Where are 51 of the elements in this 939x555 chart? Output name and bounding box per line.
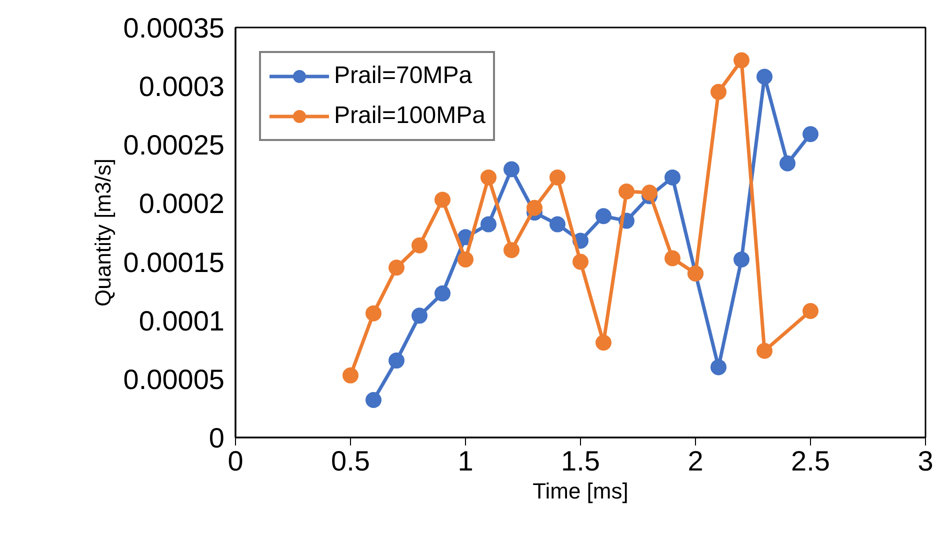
legend-label: Prail=70MPa — [334, 62, 472, 90]
point — [412, 308, 428, 324]
point — [550, 216, 566, 232]
point — [802, 126, 818, 142]
point — [734, 52, 750, 68]
point — [710, 359, 726, 376]
point — [480, 216, 496, 232]
y-axis-title: Quantity [m3/s] — [90, 158, 116, 306]
y-tick-label: 0.0002 — [138, 188, 224, 220]
y-tick-label: 0.00015 — [123, 246, 225, 278]
point — [504, 161, 520, 178]
y-tick-label: 0.0001 — [138, 305, 224, 336]
point — [480, 169, 496, 186]
point — [550, 169, 566, 186]
point — [366, 305, 382, 322]
point — [756, 342, 772, 359]
y-tick-label: 0.00025 — [123, 130, 225, 161]
point — [434, 192, 450, 208]
point — [572, 254, 588, 270]
point — [388, 352, 404, 369]
point — [710, 84, 726, 100]
point — [388, 260, 404, 276]
legend-label: Prail=100MPa — [334, 102, 486, 130]
point — [596, 208, 612, 224]
y-tick-label: 0 — [208, 422, 225, 454]
point — [756, 68, 772, 85]
point — [434, 285, 450, 302]
point — [596, 334, 612, 351]
y-tick-label: 0.00035 — [123, 12, 225, 44]
x-tick-label: 2.5 — [791, 446, 830, 476]
point — [504, 242, 520, 258]
point — [734, 251, 750, 268]
x-tick-label: 2 — [688, 446, 704, 476]
point — [802, 303, 818, 319]
point — [342, 367, 358, 384]
x-axis-title: Time [ms] — [532, 478, 628, 504]
y-tick-label: 0.00005 — [123, 364, 225, 395]
x-tick-label: 1 — [458, 446, 474, 476]
y-tick-label: 0.0003 — [138, 71, 224, 102]
point — [366, 392, 382, 408]
point — [780, 155, 796, 172]
point — [642, 184, 658, 201]
point — [412, 237, 428, 254]
point — [458, 251, 474, 268]
point — [618, 184, 634, 200]
x-tick-label: 1.5 — [561, 446, 600, 476]
point — [664, 250, 680, 266]
x-tick-label: 0.5 — [331, 446, 370, 476]
point — [664, 169, 680, 186]
point — [526, 200, 542, 216]
x-tick-label: 3 — [918, 446, 934, 476]
